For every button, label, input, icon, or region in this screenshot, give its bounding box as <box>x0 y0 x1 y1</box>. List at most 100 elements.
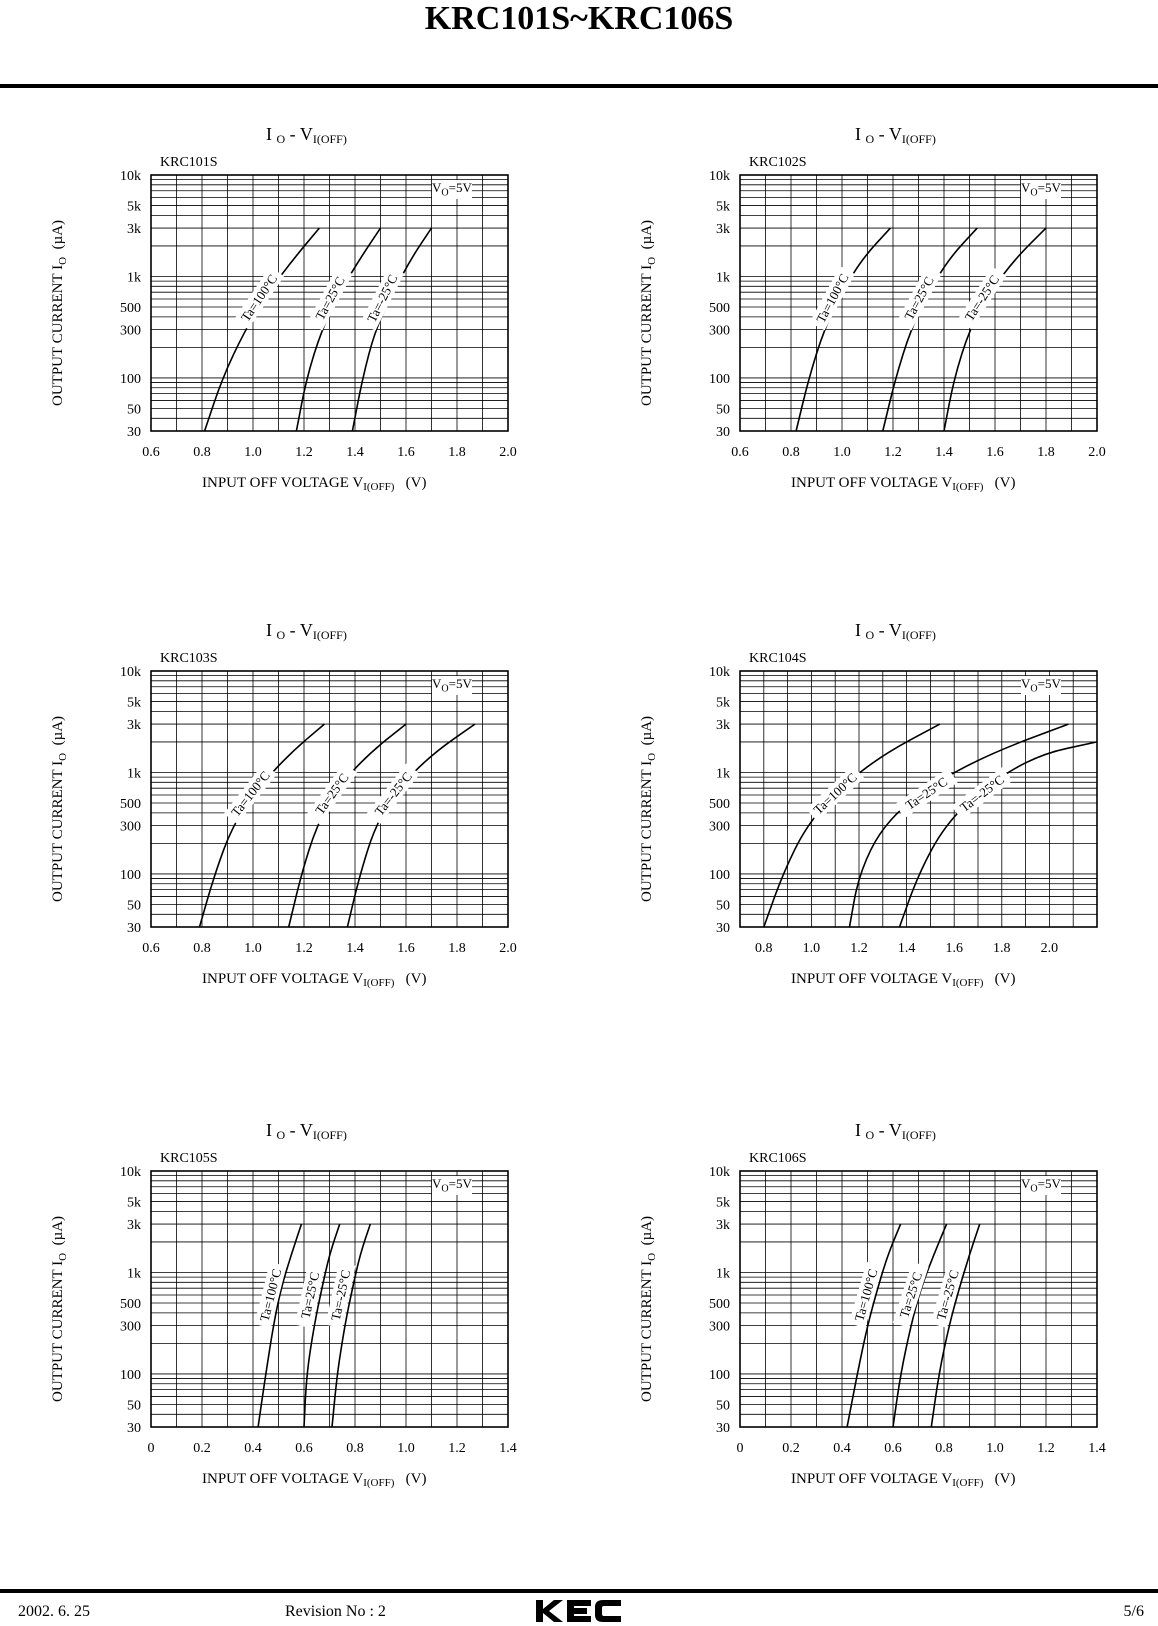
series-label-background <box>307 266 353 331</box>
title-separator: - V <box>285 620 313 640</box>
x-label-sub: I(OFF) <box>952 1477 984 1489</box>
y-tick-label: 3k <box>127 718 141 733</box>
y-tick-label: 5k <box>127 200 141 215</box>
chart-plot: 0 0.2 0.4 0.6 0.8 1.0 1.2 1.4 10k 5k 3k 1k 500 300 100… <box>709 1165 1106 1456</box>
title-separator: - V <box>285 1120 313 1140</box>
x-label-sub: I(OFF) <box>363 1477 395 1489</box>
y-label-text: OUTPUT CURRENT I <box>50 1260 66 1402</box>
title-sub: I(OFF) <box>312 132 347 146</box>
y-label-unit: (µA) <box>639 715 655 753</box>
series-label-background <box>892 1261 929 1328</box>
plot-frame <box>150 1170 509 1428</box>
title-main: I <box>266 1120 277 1140</box>
condition-sub: O <box>1030 683 1038 695</box>
x-tick-label: 1.0 <box>244 941 262 956</box>
title-separator: - V <box>874 620 902 640</box>
x-tick-label: 1.8 <box>448 941 466 956</box>
chart-plot: 0 0.2 0.4 0.6 0.8 1.0 1.2 1.4 10k 5k 3k 1k 500 300 100… <box>120 1165 517 1456</box>
series-label-background <box>930 1261 965 1329</box>
y-label-sub: O <box>57 752 69 761</box>
x-label-text: INPUT OFF VOLTAGE V <box>791 475 953 491</box>
x-tick-label: 1.6 <box>945 941 963 956</box>
title-main: I <box>855 620 866 640</box>
x-tick-label: 1.8 <box>993 941 1011 956</box>
y-tick-label: 30 <box>716 425 730 440</box>
y-tick-label: 5k <box>716 696 730 711</box>
y-tick-label: 10k <box>120 665 141 680</box>
condition-symbol: V <box>432 1176 442 1191</box>
y-tick-label: 10k <box>709 169 730 184</box>
y-label-sub: O <box>57 256 69 265</box>
title-sub: I(OFF) <box>901 132 936 146</box>
x-tick-label: 0.4 <box>244 1441 262 1456</box>
y-tick-label: 30 <box>127 921 141 936</box>
x-label-unit: (V) <box>394 475 427 491</box>
chart-panel-krc103s: 0.6 0.8 1.0 1.2 1.4 1.6 1.8 2.0 10k 5k 3k 1k 500 300 1… <box>40 614 600 1054</box>
y-tick-label: 30 <box>127 425 141 440</box>
y-axis-label: OUTPUT CURRENT IO (µA) <box>639 716 658 902</box>
y-axis-label: OUTPUT CURRENT IO (µA) <box>50 220 69 406</box>
condition-sub: O <box>441 1183 449 1195</box>
y-axis-label: OUTPUT CURRENT IO (µA) <box>639 220 658 406</box>
series-line <box>346 723 476 928</box>
condition-symbol: V <box>432 676 442 691</box>
y-tick-label: 50 <box>716 402 730 417</box>
series-label-background <box>896 266 942 331</box>
condition-value: =5V <box>1037 676 1061 691</box>
x-tick-label: 1.6 <box>986 445 1004 460</box>
condition-value: =5V <box>448 1176 472 1191</box>
x-tick-label: 1.4 <box>935 445 953 460</box>
condition-sub: O <box>441 187 449 199</box>
x-tick-label: 0 <box>148 1441 155 1456</box>
chart-panel-krc102s: 0.6 0.8 1.0 1.2 1.4 1.6 1.8 2.0 10k 5k 3k 1k 500 300 1… <box>629 118 1158 558</box>
title-sub: I(OFF) <box>312 628 347 642</box>
chart-panel-krc105s: 0 0.2 0.4 0.6 0.8 1.0 1.2 1.4 10k 5k 3k 1k 500 300 100… <box>40 1114 600 1554</box>
plot-frame <box>739 174 1098 432</box>
x-tick-label: 0.8 <box>193 941 211 956</box>
x-tick-label: 0.8 <box>193 445 211 460</box>
x-axis-label: INPUT OFF VOLTAGE VI(OFF) (V) <box>202 475 426 493</box>
series-label-background <box>294 1262 325 1329</box>
x-label-sub: I(OFF) <box>363 977 395 989</box>
condition-label: VO=5V <box>432 676 472 695</box>
series-label-background <box>951 767 1013 820</box>
x-tick-label: 0.6 <box>295 1441 313 1456</box>
x-tick-label: 0.2 <box>782 1441 800 1456</box>
y-label-sub: O <box>646 752 658 761</box>
series-line <box>198 723 325 928</box>
y-label-unit: (µA) <box>50 1215 66 1253</box>
y-tick-label: 100 <box>709 868 730 883</box>
chart-model-label: KRC105S <box>160 1151 218 1166</box>
y-tick-label: 1k <box>127 766 141 781</box>
x-tick-label: 0.4 <box>833 1441 851 1456</box>
x-tick-label: 1.2 <box>1037 1441 1055 1456</box>
x-label-text: INPUT OFF VOLTAGE V <box>202 1471 364 1487</box>
series-label: Ta=100°C <box>238 272 281 325</box>
series-label-background <box>325 1262 356 1329</box>
y-tick-label: 300 <box>120 324 141 339</box>
x-axis-label: INPUT OFF VOLTAGE VI(OFF) (V) <box>791 1471 1015 1489</box>
footer-revision: Revision No : 2 <box>285 1603 386 1620</box>
y-label-unit: (µA) <box>639 219 655 257</box>
x-axis-label: INPUT OFF VOLTAGE VI(OFF) (V) <box>202 1471 426 1489</box>
footer-page-number: 5/6 <box>1123 1603 1144 1620</box>
series-label-background <box>223 763 277 825</box>
chart-title: I O - VI(OFF) <box>855 124 936 147</box>
x-axis-label: INPUT OFF VOLTAGE VI(OFF) (V) <box>202 971 426 989</box>
x-tick-label: 0.6 <box>731 445 749 460</box>
x-tick-label: 2.0 <box>499 941 517 956</box>
condition-value: =5V <box>1037 1176 1061 1191</box>
series-label: Ta=-25°C <box>962 272 1002 323</box>
y-label-sub: O <box>57 1252 69 1261</box>
y-axis-label: OUTPUT CURRENT IO (µA) <box>50 1216 69 1402</box>
y-label-text: OUTPUT CURRENT I <box>639 1260 655 1402</box>
condition-sub: O <box>441 683 449 695</box>
x-tick-label: 1.2 <box>295 941 313 956</box>
y-tick-label: 300 <box>120 1320 141 1335</box>
condition-label: VO=5V <box>1021 1176 1061 1195</box>
y-tick-label: 3k <box>716 222 730 237</box>
x-label-text: INPUT OFF VOLTAGE V <box>791 971 953 987</box>
condition-symbol: V <box>1021 676 1031 691</box>
y-tick-label: 50 <box>127 402 141 417</box>
condition-label: VO=5V <box>432 180 472 199</box>
